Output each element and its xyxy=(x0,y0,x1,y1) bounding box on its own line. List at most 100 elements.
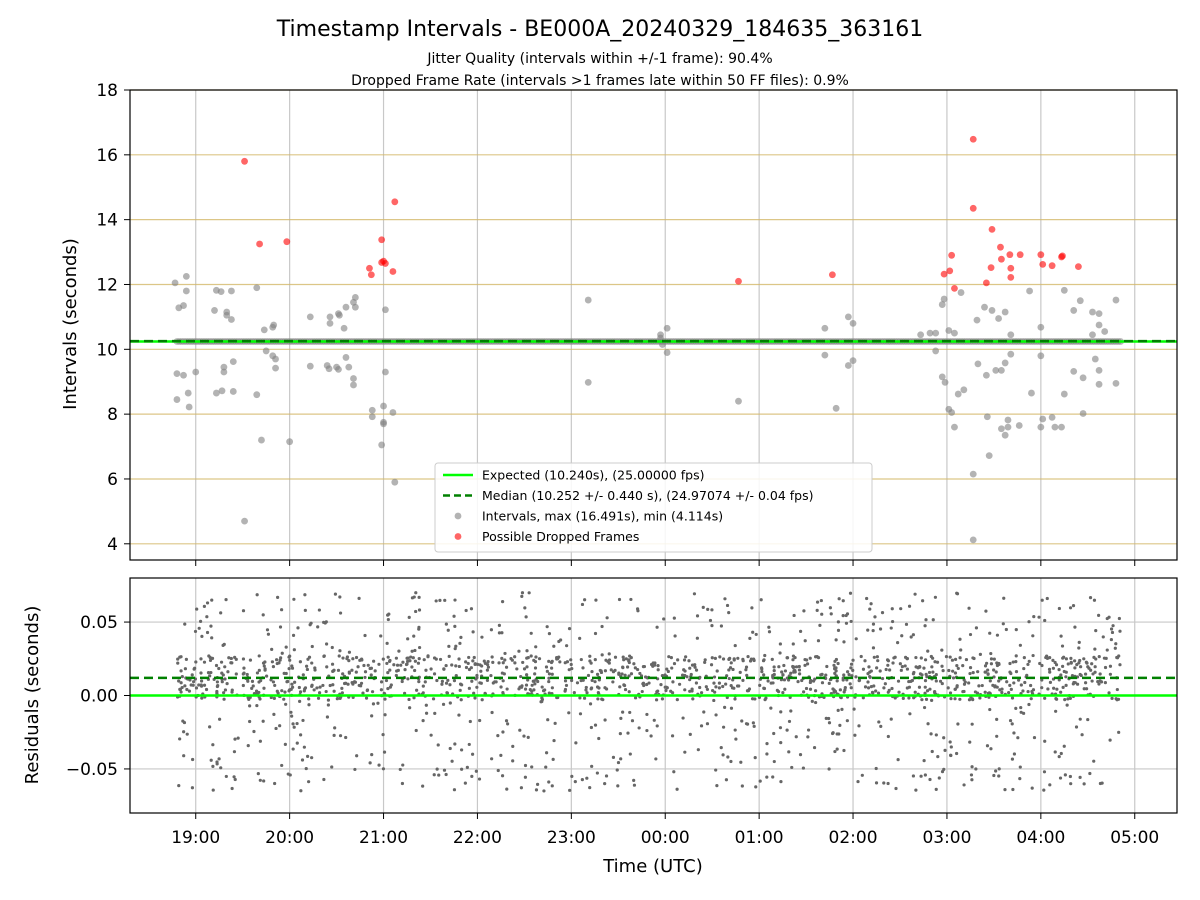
residual-point xyxy=(683,688,687,692)
residual-point xyxy=(854,637,858,641)
residual-point xyxy=(295,741,299,745)
residual-point xyxy=(270,660,275,664)
residual-point xyxy=(688,732,692,736)
residual-point xyxy=(834,638,838,642)
residual-point xyxy=(313,668,317,672)
residual-point xyxy=(630,719,635,723)
residual-point xyxy=(647,681,651,685)
residual-point xyxy=(595,771,599,775)
interval-point xyxy=(220,363,228,371)
residual-point xyxy=(655,724,659,728)
residual-point xyxy=(569,662,573,667)
residual-point xyxy=(485,678,490,683)
residual-point xyxy=(710,656,714,660)
residual-point xyxy=(901,696,905,700)
residual-point xyxy=(1032,615,1036,619)
residual-point xyxy=(1004,627,1008,632)
residual-point xyxy=(941,669,945,673)
residual-point xyxy=(417,645,422,650)
residual-point xyxy=(842,640,846,644)
residual-point xyxy=(466,661,470,666)
residual-point xyxy=(844,613,848,618)
residual-point xyxy=(863,685,868,689)
residual-point xyxy=(995,633,1000,637)
residual-point xyxy=(1068,606,1073,610)
residual-point xyxy=(501,679,505,683)
residual-point xyxy=(563,689,567,693)
residual-point xyxy=(1059,690,1063,694)
residual-point xyxy=(1098,679,1102,683)
residual-point xyxy=(876,691,881,695)
top-y-tick-label: 12 xyxy=(96,275,118,295)
residual-point xyxy=(886,781,890,786)
residual-point xyxy=(437,773,441,777)
residual-point xyxy=(1048,680,1053,684)
residual-point xyxy=(209,758,213,762)
residual-point xyxy=(473,696,477,700)
residual-point xyxy=(547,679,551,684)
residual-point xyxy=(792,665,796,669)
residual-point xyxy=(959,648,963,652)
legend-label: Median (10.252 +/- 0.440 s), (24.97074 +… xyxy=(482,488,813,503)
residual-point xyxy=(392,663,396,667)
residual-point xyxy=(511,744,515,748)
residual-point xyxy=(523,606,527,610)
residual-point xyxy=(1048,670,1052,674)
top-plot-frame xyxy=(129,89,1178,561)
residual-point xyxy=(962,689,966,694)
residual-point xyxy=(808,687,813,691)
residual-point xyxy=(421,784,425,788)
residual-point xyxy=(744,665,749,669)
residual-point xyxy=(848,682,852,686)
residual-point xyxy=(666,669,670,674)
residual-point xyxy=(459,635,463,639)
residual-point xyxy=(271,680,276,684)
residual-point xyxy=(216,684,220,688)
residual-point xyxy=(460,683,464,687)
interval-point xyxy=(1060,286,1068,294)
residual-point xyxy=(230,690,234,694)
residual-point xyxy=(836,708,840,712)
residual-point xyxy=(386,671,390,675)
residual-point xyxy=(1073,659,1077,663)
residual-point xyxy=(919,774,923,778)
interval-point xyxy=(1095,321,1103,329)
residual-point xyxy=(499,753,503,757)
residuals-plot: 19:00 20:00 21:00 22:00 23:00 00:00 01:00 02:00… xyxy=(66,577,1178,848)
residual-point xyxy=(919,656,923,660)
residual-point xyxy=(417,680,421,684)
residual-point xyxy=(191,757,195,762)
residual-point xyxy=(1104,656,1108,660)
residual-point xyxy=(717,681,722,685)
residual-point xyxy=(355,754,359,758)
residual-point xyxy=(907,679,911,684)
residual-point xyxy=(413,659,417,663)
residual-point xyxy=(497,661,501,665)
residual-point xyxy=(503,658,507,662)
residual-point xyxy=(848,591,853,595)
residual-point xyxy=(621,710,625,714)
residual-point xyxy=(628,752,632,756)
interval-point xyxy=(229,388,237,395)
residual-point xyxy=(705,722,710,726)
residual-point xyxy=(211,788,215,792)
dropped-frame-point xyxy=(997,243,1004,251)
residual-point xyxy=(229,656,233,661)
residual-point xyxy=(338,734,343,738)
x-tick-label: 04:00 xyxy=(1016,828,1065,848)
dropped-frame-point xyxy=(1007,273,1015,281)
residual-point xyxy=(250,686,254,690)
dropped-frame-point xyxy=(940,270,948,278)
residual-point xyxy=(177,679,181,683)
residual-point xyxy=(872,684,876,688)
residual-point xyxy=(894,786,898,791)
residual-point xyxy=(955,664,959,668)
residual-point xyxy=(417,625,421,629)
residual-point xyxy=(340,691,344,695)
residual-point xyxy=(746,654,750,659)
residual-point xyxy=(1048,783,1052,787)
residual-point xyxy=(806,728,811,732)
residual-point xyxy=(615,768,619,772)
residual-point xyxy=(767,625,771,629)
residual-point xyxy=(447,654,451,658)
